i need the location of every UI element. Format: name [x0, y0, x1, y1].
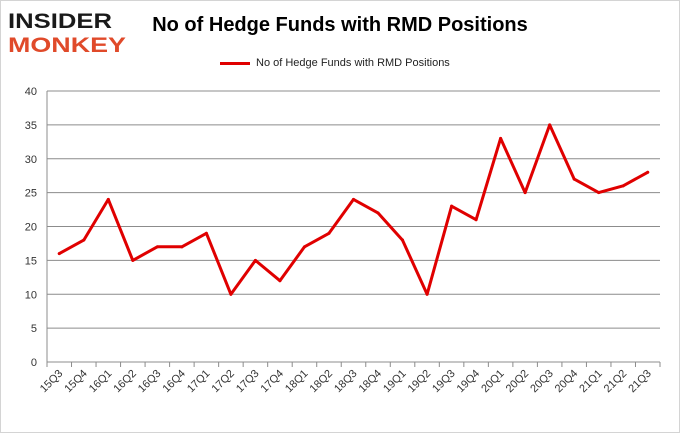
y-tick-label: 0 [31, 357, 37, 369]
y-tick-label: 35 [25, 120, 37, 132]
gridlines [47, 90, 660, 329]
x-tick-label: 20Q3 [528, 368, 556, 396]
data-point [204, 231, 208, 235]
y-axis: 0 5 10 15 20 25 30 35 40 [25, 86, 48, 369]
data-point [352, 197, 355, 201]
y-tick-label: 40 [25, 86, 37, 98]
legend-label: No of Hedge Funds with RMD Positions [256, 57, 450, 69]
data-point [548, 123, 552, 127]
x-tick-label: 21Q1 [577, 368, 605, 396]
data-point [57, 252, 61, 256]
x-tick-label: 17Q4 [259, 368, 287, 396]
data-point [646, 170, 650, 174]
x-tick-label: 19Q2 [406, 368, 434, 396]
legend-swatch [220, 61, 250, 65]
data-point [621, 184, 625, 188]
y-tick-label: 10 [25, 289, 37, 301]
data-point [278, 279, 282, 283]
x-tick-label: 16Q4 [160, 368, 188, 396]
x-tick-label: 21Q2 [602, 368, 630, 396]
legend: No of Hedge Funds with RMD Positions [220, 56, 450, 70]
x-tick-label: 20Q1 [479, 368, 507, 396]
series-layer [57, 123, 650, 296]
y-tick-label: 15 [25, 255, 37, 267]
data-point [376, 211, 380, 215]
data-point [499, 136, 503, 140]
y-tick-label: 30 [25, 154, 37, 166]
x-tick-label: 16Q2 [111, 368, 139, 396]
data-point [327, 231, 331, 235]
series-line [57, 123, 650, 296]
data-point [450, 204, 454, 208]
y-tick-label: 25 [25, 188, 37, 200]
x-tick-label: 18Q4 [357, 368, 385, 396]
x-tick-label: 17Q2 [209, 368, 237, 396]
data-point [401, 238, 405, 242]
x-tick-label: 17Q3 [234, 368, 262, 396]
data-point [253, 258, 257, 262]
data-point [180, 245, 184, 249]
data-point [523, 191, 527, 195]
data-point [474, 218, 478, 222]
x-tick-label: 21Q3 [626, 368, 654, 396]
data-point [229, 292, 233, 296]
x-tick-label: 16Q3 [136, 368, 164, 396]
x-tick-label: 20Q2 [504, 368, 532, 396]
x-tick-label: 15Q4 [62, 368, 90, 396]
data-point [597, 191, 601, 195]
x-tick-label: 16Q1 [87, 368, 115, 396]
y-tick-label: 5 [31, 323, 37, 335]
chart-title: No of Hedge Funds with RMD Positions [152, 14, 528, 36]
x-tick-label: 18Q1 [283, 368, 311, 396]
x-tick-label: 18Q3 [332, 368, 360, 396]
x-axis: 15Q315Q416Q116Q216Q316Q417Q117Q217Q317Q4… [38, 361, 661, 396]
insider-monkey-logo: INSIDER MONKEY [8, 10, 126, 56]
x-tick-label: 20Q4 [553, 368, 581, 396]
data-point [425, 292, 429, 296]
data-point [131, 258, 135, 262]
x-tick-label: 19Q3 [430, 368, 458, 396]
x-tick-label: 15Q3 [38, 368, 66, 396]
logo-line-2: MONKEY [8, 34, 126, 56]
y-tick-label: 20 [25, 222, 37, 234]
data-point [572, 177, 576, 181]
data-point [82, 238, 86, 242]
x-tick-label: 19Q1 [381, 368, 409, 396]
data-point [106, 197, 110, 201]
x-tick-label: 19Q4 [455, 368, 483, 396]
data-point [155, 245, 159, 249]
x-tick-label: 17Q1 [185, 368, 213, 396]
x-tick-label: 18Q2 [308, 368, 336, 396]
data-point [302, 245, 306, 249]
logo-line-1: INSIDER [8, 10, 112, 33]
